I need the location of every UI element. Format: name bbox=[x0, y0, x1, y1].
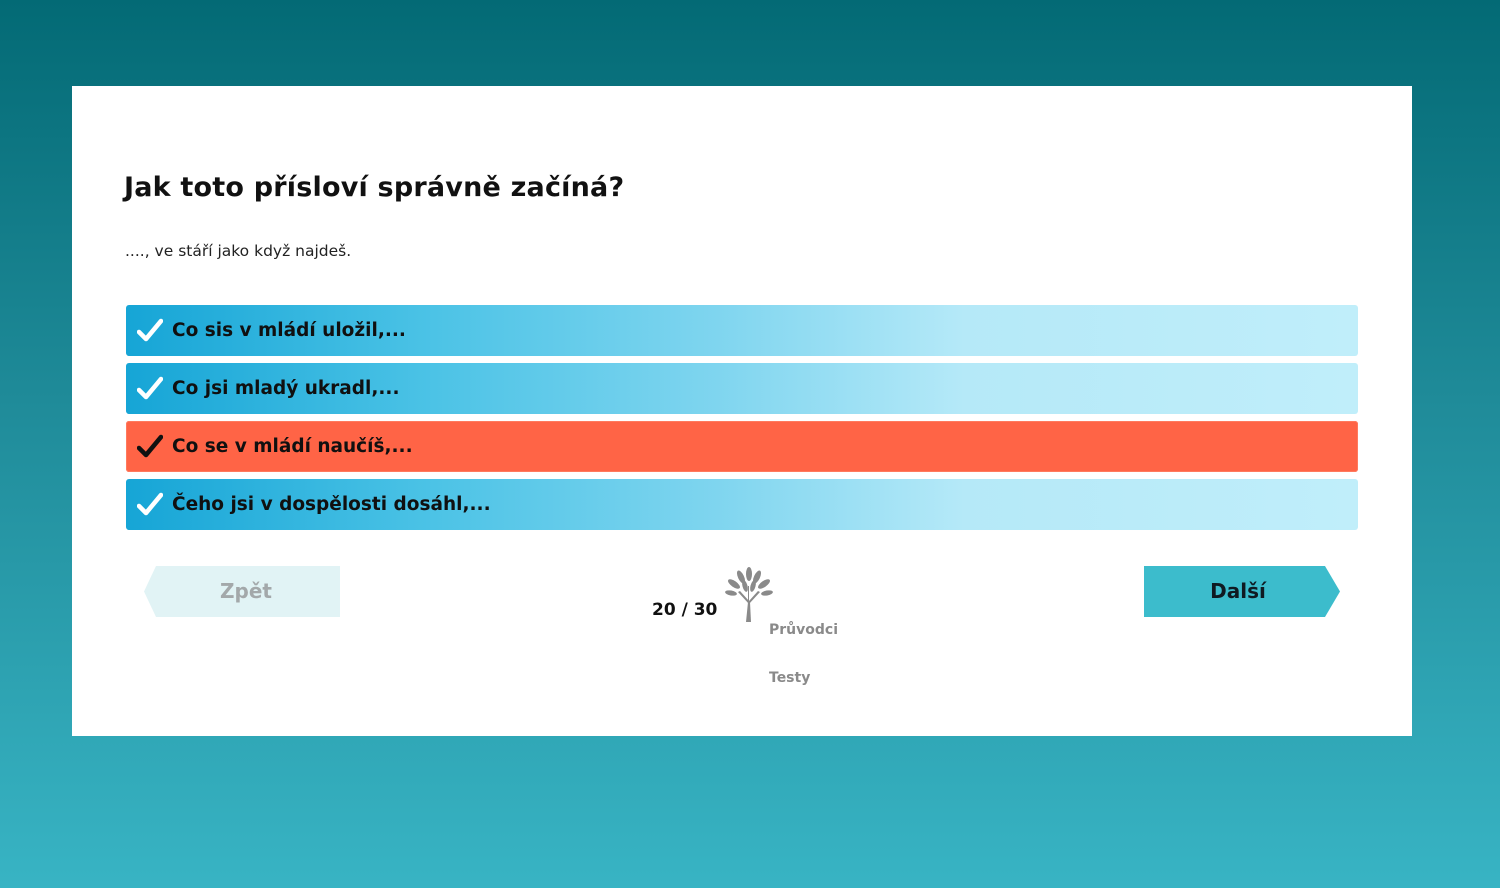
logo-text: Průvodci Testy bbox=[769, 590, 838, 718]
prev-button-shape bbox=[144, 566, 340, 617]
logo-line-2: Testy bbox=[769, 670, 811, 686]
prev-button-label: Zpět bbox=[220, 579, 272, 603]
progress-counter: 20 / 30 bbox=[652, 600, 718, 620]
question-subtitle: ...., ve stáří jako když najdeš. bbox=[125, 242, 352, 260]
pruvodci-testy-logo: Průvodci Testy bbox=[724, 564, 838, 686]
tree-icon bbox=[725, 567, 773, 622]
check-icon bbox=[137, 318, 163, 344]
logo-line-1: Průvodci bbox=[769, 622, 838, 638]
answer-option-2[interactable]: Co jsi mladý ukradl,... bbox=[126, 363, 1358, 414]
answer-list: Co sis v mládí uložil,... Co jsi mladý u… bbox=[126, 305, 1358, 537]
next-button-label: Další bbox=[1210, 579, 1266, 603]
answer-label: Čeho jsi v dospělosti dosáhl,... bbox=[172, 494, 491, 515]
answer-label: Co jsi mladý ukradl,... bbox=[172, 378, 400, 399]
answer-label: Co se v mládí naučíš,... bbox=[172, 436, 413, 457]
check-icon bbox=[137, 492, 163, 518]
answer-option-3-selected[interactable]: Co se v mládí naučíš,... bbox=[126, 421, 1358, 472]
check-icon bbox=[137, 376, 163, 402]
answer-option-4[interactable]: Čeho jsi v dospělosti dosáhl,... bbox=[126, 479, 1358, 530]
answer-option-1[interactable]: Co sis v mládí uložil,... bbox=[126, 305, 1358, 356]
next-button[interactable]: Další bbox=[1144, 566, 1340, 617]
check-icon bbox=[137, 434, 163, 460]
prev-button[interactable]: Zpět bbox=[144, 566, 340, 617]
question-title: Jak toto přísloví správně začíná? bbox=[124, 172, 625, 203]
next-button-shape bbox=[1144, 566, 1340, 617]
answer-label: Co sis v mládí uložil,... bbox=[172, 320, 406, 341]
quiz-card: Jak toto přísloví správně začíná? ...., … bbox=[72, 86, 1412, 736]
